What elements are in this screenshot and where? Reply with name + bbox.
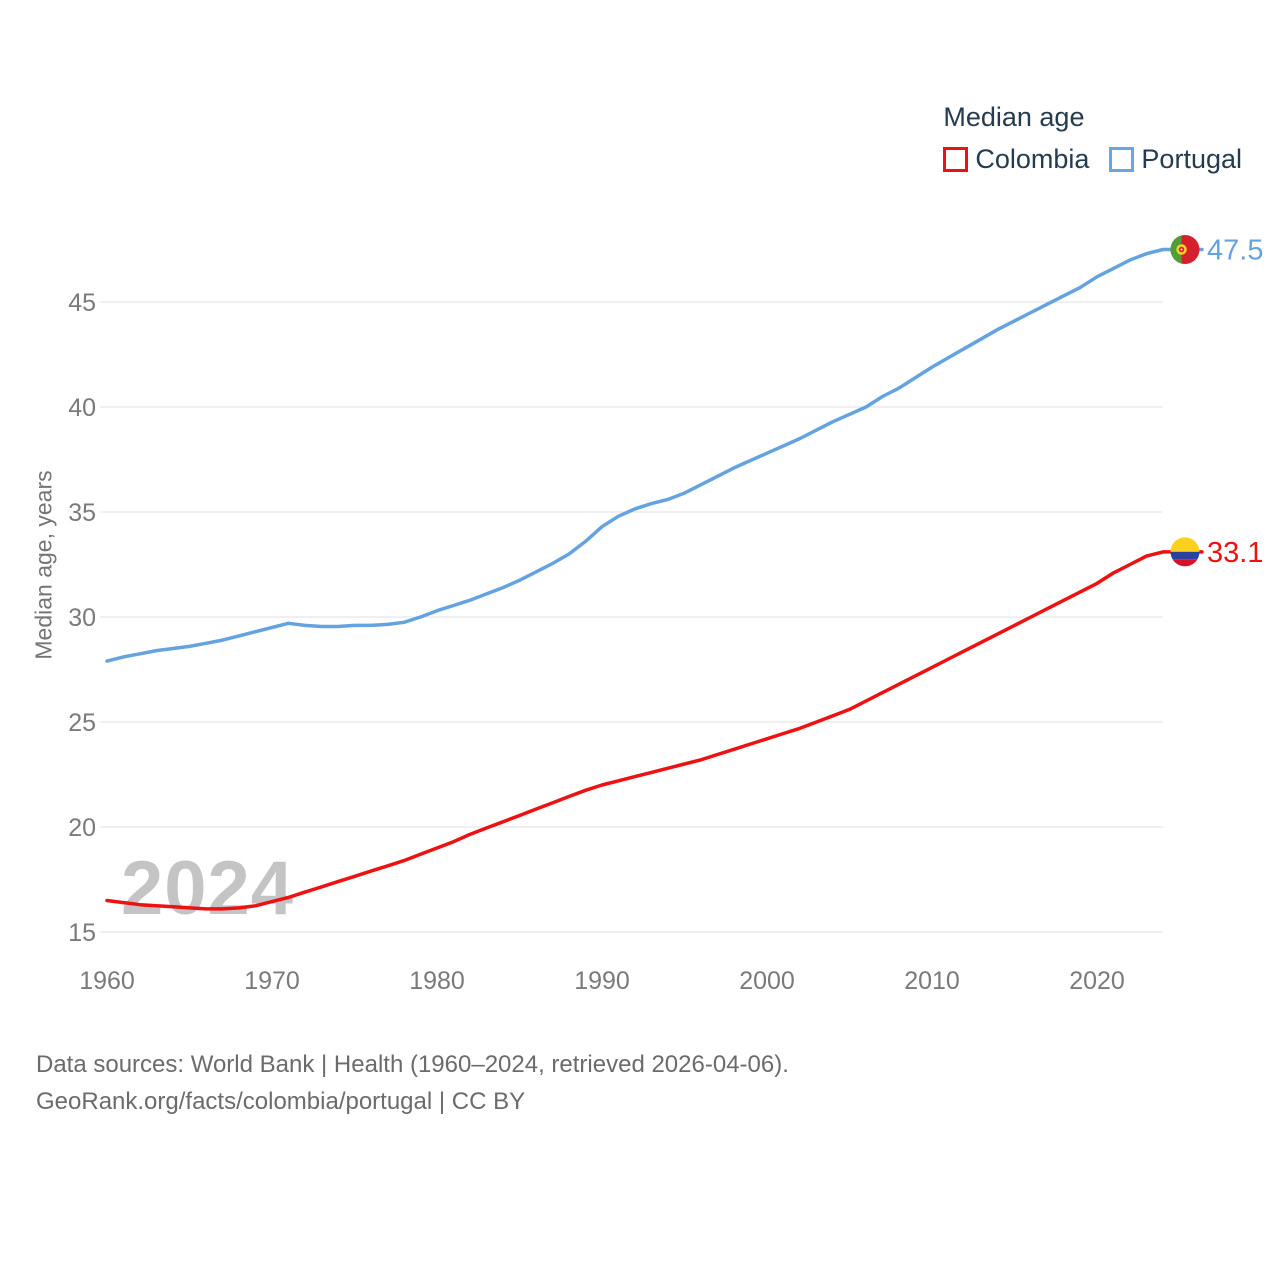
y-tick-label: 15 <box>68 919 96 947</box>
x-tick-label: 2000 <box>739 967 795 995</box>
x-tick-label: 2020 <box>1069 967 1125 995</box>
legend-item-portugal[interactable]: Portugal <box>1109 144 1242 175</box>
legend-items: Colombia Portugal <box>943 144 1242 175</box>
x-tick-label: 1960 <box>79 967 135 995</box>
y-axis-title: Median age, years <box>30 470 57 660</box>
portugal-end-value-label: 47.5 <box>1207 235 1263 267</box>
legend-item-colombia[interactable]: Colombia <box>943 144 1089 175</box>
legend-item-portugal-label: Portugal <box>1141 144 1242 174</box>
y-tick-label: 25 <box>68 709 96 737</box>
x-tick-label: 1970 <box>244 967 300 995</box>
colombia-end-value-label: 33.1 <box>1207 537 1263 569</box>
x-tick-label: 2010 <box>904 967 960 995</box>
legend-item-colombia-label: Colombia <box>975 144 1090 174</box>
colombia-series-line <box>105 550 1204 911</box>
footer: Data sources: World Bank | Health (1960–… <box>36 1046 789 1120</box>
legend-title: Median age <box>943 102 1085 132</box>
x-tick-label: 1980 <box>409 967 465 995</box>
data-sources-line: Data sources: World Bank | Health (1960–… <box>36 1051 789 1078</box>
portugal-flag-icon <box>1170 235 1200 264</box>
y-tick-label: 40 <box>68 394 96 422</box>
watermark-year: 2024 <box>121 846 295 931</box>
y-tick-label: 45 <box>68 289 96 317</box>
x-tick-label: 1990 <box>574 967 630 995</box>
colombia-flag-icon <box>1170 537 1200 567</box>
legend: Median age Colombia Portugal <box>943 101 1242 175</box>
portugal-swatch-icon <box>1109 147 1135 172</box>
y-tick-label: 30 <box>68 604 96 632</box>
attribution-line: GeoRank.org/facts/colombia/portugal | CC… <box>36 1088 526 1115</box>
y-tick-label: 35 <box>68 499 96 527</box>
portugal-series-line <box>105 247 1204 663</box>
colombia-swatch-icon <box>943 147 969 172</box>
y-tick-label: 20 <box>68 814 96 842</box>
